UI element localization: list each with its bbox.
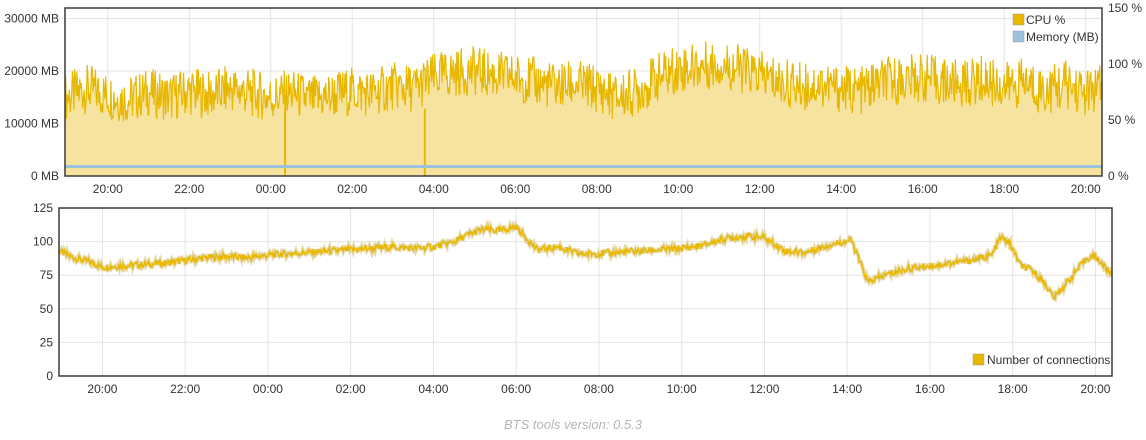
bottom-y-tick-label: 25 xyxy=(40,335,54,349)
bottom-x-tick-label: 20:00 xyxy=(1080,382,1110,396)
bottom-grid xyxy=(59,207,1112,377)
top-left-tick-label: 20000 MB xyxy=(4,64,59,78)
top-plot-frame xyxy=(64,7,1103,177)
legend-label-connections: Number of connections xyxy=(987,353,1110,367)
top-x-tick-label: 00:00 xyxy=(256,182,286,196)
top-x-tick-label: 14:00 xyxy=(826,182,856,196)
bottom-x-tick-label: 18:00 xyxy=(998,382,1028,396)
bottom-x-tick-label: 10:00 xyxy=(667,382,697,396)
connections-line xyxy=(58,223,1113,301)
bottom-y-tick-label: 100 xyxy=(33,235,53,249)
top-left-tick-label: 30000 MB xyxy=(4,12,59,26)
top-right-tick-label: 0 % xyxy=(1108,169,1129,183)
top-x-tick-label: 08:00 xyxy=(582,182,612,196)
cpu-area xyxy=(65,41,1102,176)
top-x-tick-label: 18:00 xyxy=(989,182,1019,196)
top-x-tick-label: 10:00 xyxy=(663,182,693,196)
bottom-y-tick-label: 0 xyxy=(46,369,53,383)
top-x-tick-label: 16:00 xyxy=(908,182,938,196)
connections-chart-svg: 0 25 50 75 100 125 20:00 22:00 00:00 02:00 04:00 06… xyxy=(33,201,1114,396)
bottom-x-tick-label: 06:00 xyxy=(501,382,531,396)
bottom-x-tick-label: 20:00 xyxy=(87,382,117,396)
bottom-y-tick-label: 50 xyxy=(40,302,54,316)
bottom-x-tick-label: 02:00 xyxy=(336,382,366,396)
version-footer: BTS tools version: 0.5.3 xyxy=(503,417,642,432)
bottom-y-tick-label: 75 xyxy=(40,268,54,282)
top-x-tick-label: 20:00 xyxy=(93,182,123,196)
cpu-memory-chart-svg: 0 MB 10000 MB 20000 MB 30000 MB 0 % 50 % 100 %… xyxy=(4,1,1142,196)
cpu-memory-chart: 0 MB 10000 MB 20000 MB 30000 MB 0 % 50 % 100 %… xyxy=(0,0,1146,200)
top-x-tick-label: 06:00 xyxy=(500,182,530,196)
top-x-tick-label: 20:00 xyxy=(1071,182,1101,196)
top-x-tick-label: 12:00 xyxy=(745,182,775,196)
legend-swatch-memory xyxy=(1012,30,1025,43)
bottom-x-tick-label: 04:00 xyxy=(418,382,448,396)
bottom-y-tick-label: 125 xyxy=(33,201,53,215)
legend-swatch-cpu xyxy=(1012,13,1025,26)
bottom-x-tick-label: 08:00 xyxy=(584,382,614,396)
top-legend: CPU % Memory (MB) xyxy=(1012,13,1099,44)
bottom-x-tick-label: 22:00 xyxy=(170,382,200,396)
bottom-legend: Number of connections xyxy=(972,353,1110,367)
bottom-x-tick-label: 12:00 xyxy=(749,382,779,396)
cpu-line xyxy=(64,41,1103,123)
top-right-tick-label: 50 % xyxy=(1108,113,1136,127)
top-x-tick-label: 04:00 xyxy=(419,182,449,196)
top-right-tick-label: 150 % xyxy=(1108,1,1142,15)
legend-swatch-connections xyxy=(972,353,985,366)
top-left-tick-label: 0 MB xyxy=(31,169,59,183)
legend-label-memory: Memory (MB) xyxy=(1026,30,1099,44)
top-left-tick-label: 10000 MB xyxy=(4,117,59,131)
legend-label-cpu: CPU % xyxy=(1026,13,1066,27)
bottom-x-tick-label: 00:00 xyxy=(253,382,283,396)
bottom-x-tick-label: 14:00 xyxy=(832,382,862,396)
top-right-tick-label: 100 % xyxy=(1108,57,1142,71)
connections-chart: 0 25 50 75 100 125 20:00 22:00 00:00 02:00 04:00 06… xyxy=(0,200,1146,410)
top-x-tick-label: 02:00 xyxy=(337,182,367,196)
top-x-tick-label: 22:00 xyxy=(174,182,204,196)
bottom-plot-frame xyxy=(58,207,1113,377)
bottom-x-tick-label: 16:00 xyxy=(915,382,945,396)
connections-line-shadow xyxy=(57,218,1114,303)
